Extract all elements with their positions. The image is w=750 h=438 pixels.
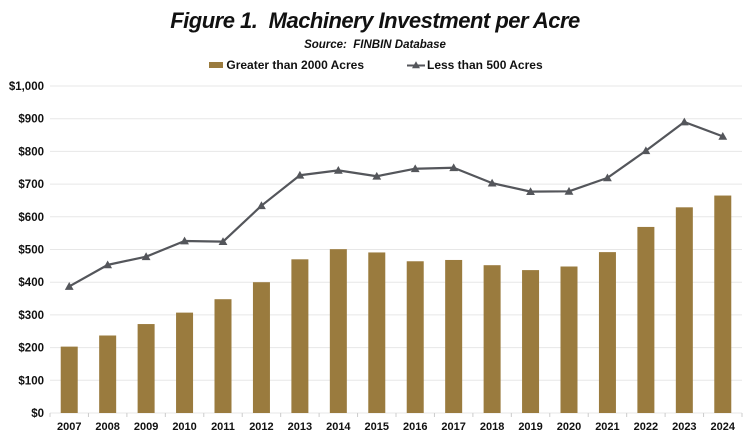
line-marker-2023 (679, 117, 689, 126)
x-axis-label-2024: 2024 (711, 421, 736, 433)
bar-2014 (329, 249, 347, 413)
bar-2023 (675, 207, 693, 413)
line-marker-2012 (257, 201, 266, 210)
line-marker-2022 (641, 146, 651, 155)
x-axis-label-2021: 2021 (595, 421, 619, 433)
line-marker-2010 (180, 236, 189, 245)
line-marker-2019 (526, 187, 535, 196)
x-axis-label-2016: 2016 (403, 421, 427, 433)
x-axis-label-2008: 2008 (95, 421, 119, 433)
x-axis-label-2018: 2018 (480, 421, 504, 433)
y-axis-tick-label: $400 (18, 277, 44, 289)
y-axis-tick-label: $200 (18, 343, 44, 355)
y-axis-tick-label: $100 (18, 375, 44, 387)
line-marker-2021 (603, 173, 612, 182)
legend-item-line-series: Less than 500 Acres (406, 58, 543, 72)
line-marker-2020 (564, 186, 574, 195)
legend-item-bar-series: Greater than 2000 Acres (207, 58, 364, 72)
bar-2011 (214, 299, 232, 413)
line-marker-2018 (487, 178, 497, 187)
line-marker-2008 (103, 260, 113, 269)
y-axis-tick-label: $600 (18, 212, 44, 224)
y-axis-tick-label: $0 (31, 408, 44, 420)
x-axis-label-2007: 2007 (57, 421, 81, 433)
bar-2024 (714, 195, 732, 413)
line-marker-2007 (64, 282, 74, 290)
x-axis-label-2011: 2011 (211, 421, 235, 433)
plot-area: $0 $100 $200 $300 $400 $500 $600 $700 $800 $900 $1… (9, 81, 743, 433)
bar-2020 (560, 266, 578, 413)
line-marker-2017 (449, 163, 459, 172)
line-marker-2014 (333, 165, 343, 174)
line-marker-2013 (295, 170, 305, 179)
bar-2013 (291, 259, 309, 413)
x-axis-label-2013: 2013 (288, 421, 312, 433)
x-axis-label-2019: 2019 (518, 421, 542, 433)
line-marker-2016 (410, 164, 420, 173)
y-axis-tick-label: $500 (18, 245, 44, 257)
bar-2010 (176, 312, 194, 413)
x-axis-label-2022: 2022 (634, 421, 658, 433)
bar-2015 (368, 252, 386, 413)
x-axis-label-2010: 2010 (172, 421, 196, 433)
bar-2017 (445, 259, 463, 413)
chart-title: Figure 1. Machinery Investment per Acre (170, 8, 580, 33)
chart-subtitle: Source: FINBIN Database (304, 39, 446, 51)
x-axis-label-2015: 2015 (365, 421, 389, 433)
bar-2007 (60, 346, 78, 413)
x-axis-label-2020: 2020 (557, 421, 581, 433)
bar-2008 (99, 335, 117, 413)
bar-2022 (637, 226, 655, 413)
x-axis-label-2009: 2009 (134, 421, 158, 433)
y-axis-tick-label: $1,000 (9, 81, 44, 93)
x-axis-label-2017: 2017 (441, 421, 465, 433)
line-marker-2009 (141, 252, 151, 261)
line-marker-2015 (372, 171, 382, 180)
bar-2009 (137, 324, 155, 413)
chart-legend: Greater than 2000 Acres Less than 500 Ac… (0, 58, 750, 72)
bar-series-swatch-icon (209, 62, 224, 68)
y-axis-tick-label: $700 (18, 179, 44, 191)
bar-2021 (598, 252, 616, 413)
bar-2018 (483, 265, 501, 413)
bar-2012 (252, 282, 270, 413)
legend-label-bar-series: Greater than 2000 Acres (226, 58, 364, 72)
y-axis-tick-label: $300 (18, 310, 44, 322)
line-marker-2011 (218, 237, 228, 246)
y-axis-tick-label: $800 (18, 146, 44, 158)
y-axis-tick-label: $900 (18, 114, 44, 126)
legend-label-line-series: Less than 500 Acres (427, 58, 543, 72)
x-axis-label-2012: 2012 (249, 421, 273, 433)
bar-2016 (406, 261, 424, 413)
line-triangle-swatch-icon (407, 61, 425, 69)
x-axis-label-2023: 2023 (672, 421, 696, 433)
x-axis-label-2014: 2014 (326, 421, 351, 433)
line-series-path (68, 120, 724, 288)
bar-2019 (522, 270, 540, 413)
line-marker-2024 (718, 131, 728, 140)
